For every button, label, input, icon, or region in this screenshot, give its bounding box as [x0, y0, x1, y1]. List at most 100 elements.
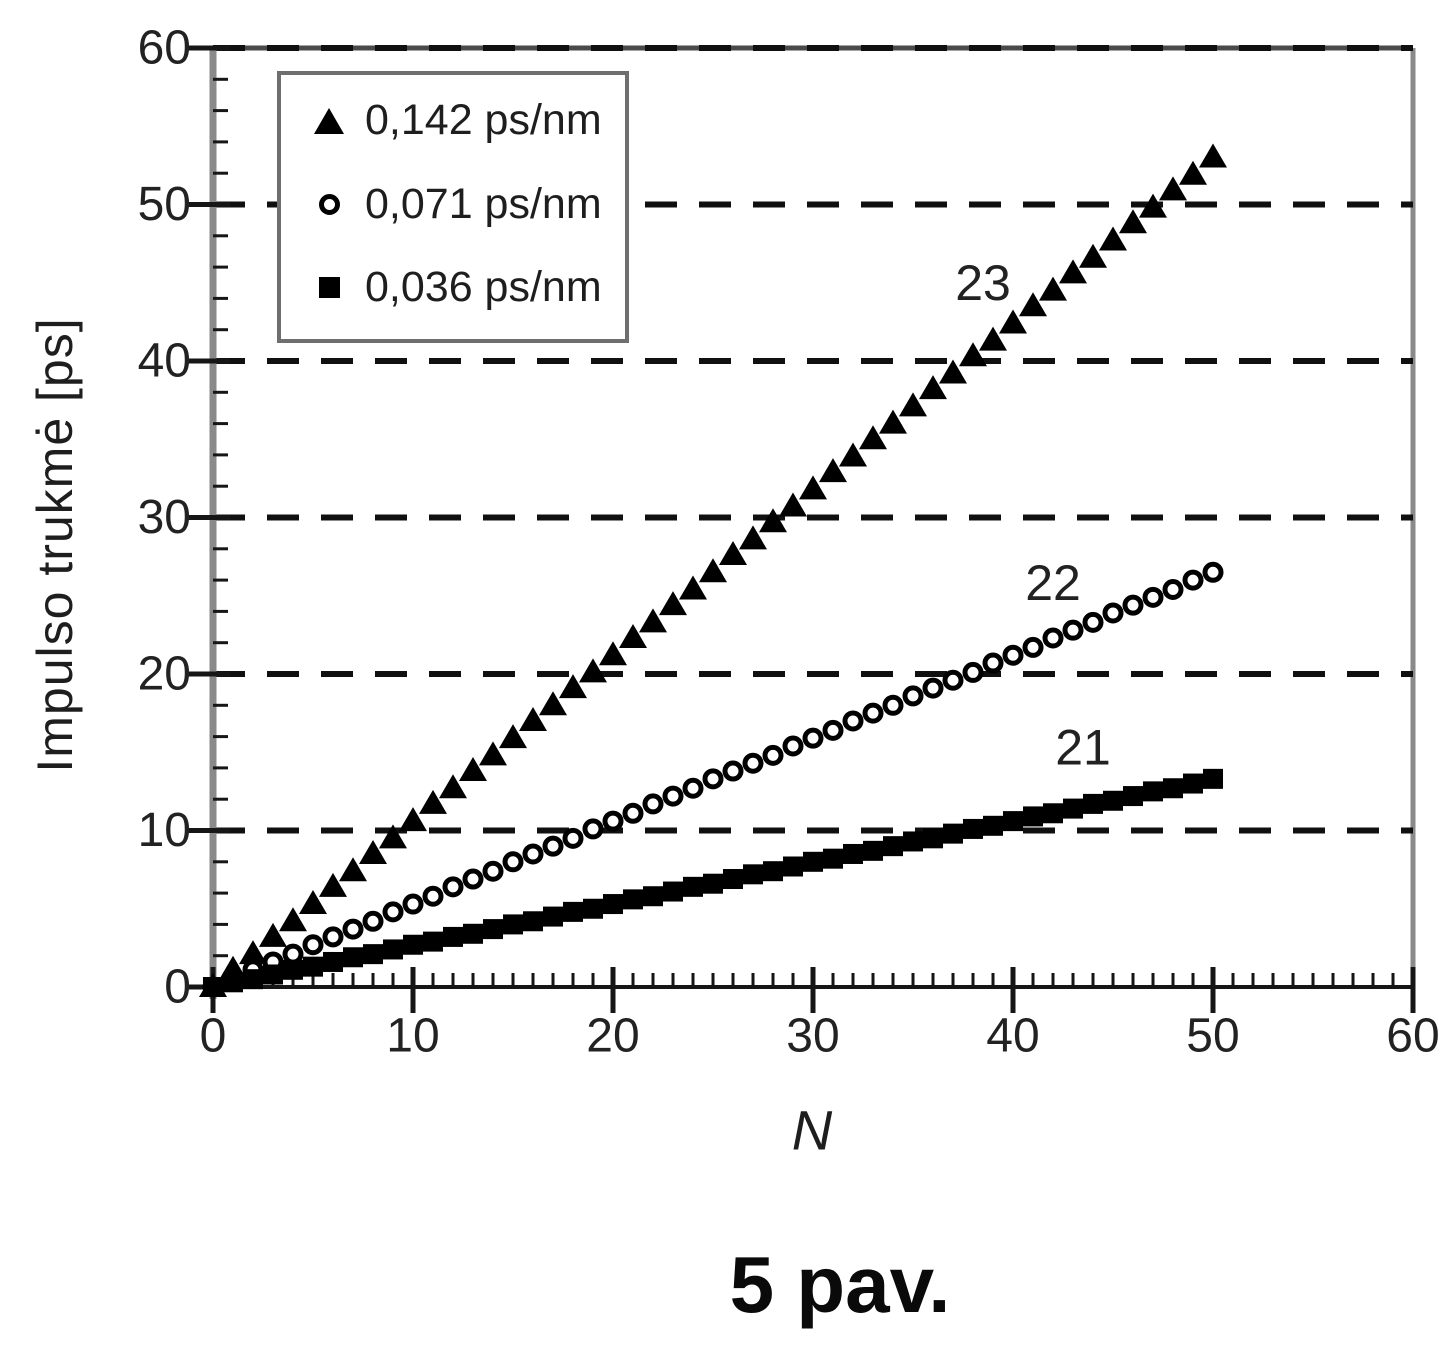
filled-square-marker [523, 911, 543, 932]
open-circle-marker [522, 843, 544, 865]
filled-square-marker [683, 876, 703, 897]
filled-square-marker [963, 818, 983, 839]
open-circle-marker [362, 910, 384, 932]
open-circle-marker [302, 934, 324, 956]
filled-triangle-marker [239, 940, 267, 965]
filled-triangle-marker [379, 824, 407, 849]
open-circle-marker [662, 785, 684, 807]
x-tick-label: 10 [386, 1010, 439, 1063]
filled-square-marker [723, 869, 743, 890]
y-tick-label: 40 [138, 335, 191, 388]
filled-triangle-marker [479, 741, 507, 766]
filled-triangle-marker [739, 525, 767, 550]
open-circle-marker [282, 943, 304, 965]
open-circle-marker [702, 768, 724, 790]
filled-square-marker [463, 923, 483, 944]
open-circle-marker [422, 885, 444, 907]
open-circle-marker [402, 893, 424, 915]
open-circle-marker [1042, 627, 1064, 649]
filled-triangle-marker [559, 674, 587, 699]
open-circle-marker [802, 727, 824, 749]
y-tick-label: 10 [138, 804, 191, 857]
filled-triangle-marker [639, 608, 667, 633]
filled-triangle-marker [819, 458, 847, 483]
filled-square-marker [363, 944, 383, 965]
x-tick-label: 0 [200, 1010, 227, 1063]
open-circle-marker [482, 860, 504, 882]
filled-square-marker [623, 889, 643, 910]
open-circle-marker [382, 901, 404, 923]
filled-square-marker [903, 831, 923, 852]
filled-square-marker [443, 926, 463, 947]
filled-triangle-marker [439, 774, 467, 799]
filled-triangle-marker [1199, 143, 1227, 168]
filled-square-marker [783, 856, 803, 877]
filled-square-marker [1143, 781, 1163, 802]
legend-marker-box [307, 193, 351, 215]
filled-square-marker [423, 931, 443, 952]
filled-triangle-marker [1059, 259, 1087, 284]
filled-triangle-marker [1019, 292, 1047, 317]
open-circle-marker [862, 702, 884, 724]
open-circle-marker [1142, 586, 1164, 608]
filled-triangle-marker [299, 890, 327, 915]
legend-label: 0,071 ps/nm [365, 179, 602, 228]
open-circle-marker [622, 802, 644, 824]
open-circle-marker [1102, 602, 1124, 624]
filled-triangle-marker [619, 624, 647, 649]
open-circle-marker [342, 918, 364, 940]
legend-item-0036: 0,036 ps/nm [307, 266, 625, 309]
filled-triangle-marker [939, 359, 967, 384]
filled-triangle-marker [1119, 209, 1147, 234]
filled-square-marker [1103, 790, 1123, 811]
series-label-23: 23 [955, 255, 1011, 311]
open-circle-marker [762, 744, 784, 766]
series-label-21: 21 [1055, 720, 1111, 776]
open-circle-marker [1182, 569, 1204, 591]
open-circle-marker [902, 685, 924, 707]
filled-triangle-marker [1179, 160, 1207, 185]
filled-triangle-marker [279, 907, 307, 932]
legend-item-0071: 0,071 ps/nm [307, 179, 625, 228]
filled-triangle-marker [259, 922, 287, 947]
filled-square-marker [943, 823, 963, 844]
open-circle-marker [642, 793, 664, 815]
filled-square-marker [703, 873, 723, 894]
open-circle-marker [502, 851, 524, 873]
filled-square-marker [823, 848, 843, 869]
open-circle-marker [722, 760, 744, 782]
open-circle-marker [782, 735, 804, 757]
filled-square-marker [983, 815, 1003, 836]
x-axis-title: N [791, 1098, 833, 1162]
filled-square-marker [383, 939, 403, 960]
filled-triangle-icon [314, 107, 344, 134]
open-circle-marker [742, 752, 764, 774]
filled-square-marker [1083, 793, 1103, 814]
figure-caption: 5 pav. [729, 1240, 951, 1329]
filled-triangle-marker [919, 375, 947, 400]
open-circle-marker [942, 669, 964, 691]
filled-triangle-marker [319, 872, 347, 897]
series-21 [203, 768, 1223, 997]
filled-triangle-marker [899, 392, 927, 417]
open-circle-marker [1162, 578, 1184, 600]
filled-square-icon [318, 277, 340, 298]
filled-square-marker [1023, 806, 1043, 827]
filled-square-marker [203, 977, 223, 997]
open-circle-marker [602, 810, 624, 832]
filled-triangle-marker [1039, 276, 1067, 301]
open-circle-marker [882, 694, 904, 716]
filled-square-marker [243, 969, 263, 990]
open-circle-marker [682, 777, 704, 799]
open-circle-marker [542, 835, 564, 857]
x-tick-label: 60 [1386, 1010, 1439, 1063]
y-tick-label: 20 [138, 648, 191, 701]
filled-triangle-marker [1159, 176, 1187, 201]
x-tick-label: 50 [1186, 1010, 1239, 1063]
open-circle-marker [1002, 644, 1024, 666]
filled-square-marker [403, 934, 423, 955]
filled-square-marker [223, 972, 243, 993]
open-circle-marker [842, 710, 864, 732]
